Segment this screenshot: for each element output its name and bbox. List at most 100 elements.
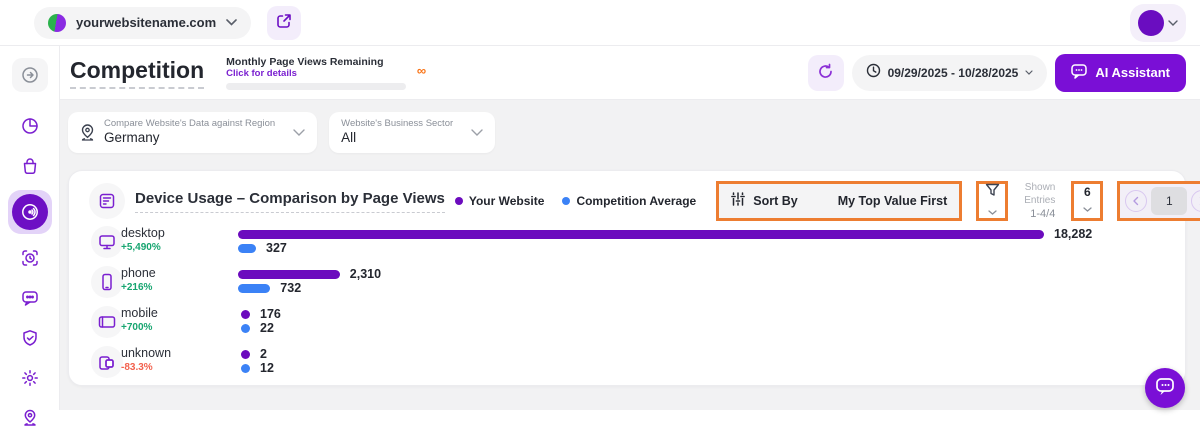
legend-item: Your Website: [454, 194, 544, 208]
sort-by-value: My Top Value First: [837, 194, 948, 208]
row-label: unknown: [121, 346, 172, 360]
annotation-page-size: 6: [1071, 181, 1104, 221]
clock-icon: [866, 63, 881, 83]
sidebar-item-radar[interactable]: [7, 190, 52, 234]
annotation-pagination: 1: [1117, 181, 1200, 221]
chart-row-phone: phone +216% 2,310 732: [69, 263, 1185, 303]
row-label: mobile: [121, 306, 158, 320]
prev-page-button[interactable]: [1125, 190, 1148, 212]
bar-line: 2,310: [238, 267, 382, 281]
region-filter-label: Compare Website's Data against Region: [104, 118, 276, 130]
bar: [238, 269, 340, 279]
bar-value: 18,282: [1054, 227, 1093, 241]
row-delta: -83.3%: [121, 362, 153, 373]
region-filter-value: Germany: [104, 130, 160, 145]
bar: [238, 283, 271, 293]
card-header: Device Usage – Comparison by Page Views …: [69, 171, 1200, 221]
quota-details-link[interactable]: Click for details: [226, 67, 297, 79]
row-label: desktop: [121, 226, 165, 240]
bar-value: 327: [266, 241, 287, 255]
date-range-picker[interactable]: 09/29/2025 - 10/28/2025: [851, 54, 1048, 91]
row-delta: +216%: [121, 282, 153, 293]
chart-row-unknown: unknown -83.3% 2 12: [69, 343, 1185, 383]
bar-line: 18,282: [238, 227, 1093, 241]
sort-by-control[interactable]: Sort By My Top Value First: [719, 184, 960, 218]
sector-filter-value: All: [341, 130, 357, 145]
sidebar-item-collapse-panel[interactable]: [11, 58, 48, 92]
page-header: Competition Monthly Page Views Remaining…: [60, 46, 1200, 100]
sidebar-item-pie-chart[interactable]: [12, 110, 48, 142]
sidebar-item-chat-bubble[interactable]: [12, 282, 48, 314]
page-size-select[interactable]: 6: [1083, 185, 1092, 217]
bar-value: 2,310: [349, 267, 382, 281]
website-selector[interactable]: yourwebsitename.com: [34, 6, 252, 39]
pagination: 1: [1120, 184, 1200, 218]
date-range-value: 09/29/2025 - 10/28/2025: [887, 65, 1019, 80]
bar-line: 176: [238, 307, 281, 321]
ai-assistant-button[interactable]: AI Assistant: [1055, 53, 1186, 92]
refresh-button[interactable]: [807, 54, 844, 91]
next-page-button[interactable]: [1191, 190, 1200, 212]
chat-icon: [1071, 63, 1088, 82]
quota-label: Monthly Page Views Remaining: [226, 55, 384, 68]
current-page: 1: [1151, 187, 1188, 215]
bar-value: 176: [260, 307, 281, 321]
filter-control[interactable]: [985, 183, 1000, 220]
sidebar-nav: [0, 46, 60, 426]
bar-value: 732: [280, 281, 302, 295]
annotation-filter: [976, 181, 1009, 221]
sidebar-item-location-pin[interactable]: [12, 402, 48, 434]
chart-row-mobile: mobile +700% 176 22: [69, 303, 1185, 343]
bar: [238, 243, 256, 253]
legend-dot: [454, 197, 463, 205]
legend-dot: [562, 197, 571, 205]
shown-entries: Shown Entries 1-4/4: [1024, 181, 1055, 221]
shopping-bag-icon: [21, 157, 39, 175]
chevron-down-icon: [293, 129, 305, 136]
row-delta: +5,490%: [121, 242, 161, 253]
user-menu[interactable]: [1130, 3, 1186, 42]
quota-widget: Monthly Page Views Remaining Click for d…: [226, 55, 426, 90]
external-link-icon: [276, 13, 292, 32]
annotation-sort-by: Sort By My Top Value First: [716, 181, 963, 221]
bar-dot: [241, 309, 250, 319]
row-delta: +700%: [121, 322, 153, 333]
sector-filter[interactable]: Website's Business Sector All: [329, 112, 496, 153]
infinity-badge: ∞: [416, 62, 427, 78]
chevron-down-icon: [1083, 199, 1092, 217]
website-favicon-icon: [48, 13, 66, 32]
shown-entries-label: Shown Entries: [1024, 181, 1056, 206]
topbar: yourwebsitename.com: [0, 0, 1200, 46]
bar-value: 2: [260, 347, 267, 361]
chevron-down-icon: [1025, 70, 1033, 75]
open-website-button[interactable]: [267, 5, 302, 40]
chart-legend: Your Website Competition Average: [454, 194, 696, 208]
report-icon: [89, 183, 125, 219]
chevron-down-icon: [471, 129, 483, 136]
bar-value: 22: [260, 321, 274, 335]
sidebar-item-settings-gear[interactable]: [12, 362, 48, 394]
location-pin-icon: [21, 409, 39, 427]
sidebar-item-shield-check[interactable]: [12, 322, 48, 354]
page-title: Competition: [70, 57, 205, 89]
collapse-panel-icon: [21, 66, 39, 84]
funnel-icon: [985, 183, 1000, 202]
sidebar-item-target-scan[interactable]: [12, 242, 48, 274]
sliders-icon: [731, 191, 746, 211]
chevron-down-icon: [226, 19, 237, 26]
shown-entries-value: 1-4/4: [1030, 207, 1056, 220]
header-actions: 09/29/2025 - 10/28/2025 AI Assistant: [807, 53, 1186, 92]
radar-icon: [11, 194, 48, 230]
bar-line: 22: [238, 321, 274, 335]
target-scan-icon: [21, 249, 39, 267]
quota-progress-bar: [226, 82, 407, 90]
avatar: [1138, 9, 1164, 36]
chevron-down-icon: [1168, 19, 1178, 26]
bar-line: 327: [238, 241, 287, 255]
bar-dot: [241, 349, 250, 359]
support-chat-button[interactable]: [1145, 368, 1185, 408]
sidebar-item-shopping-bag[interactable]: [12, 150, 48, 182]
bar-line: 12: [238, 361, 274, 375]
chart-title: Device Usage – Comparison by Page Views: [135, 190, 445, 213]
region-filter[interactable]: Compare Website's Data against Region Ge…: [68, 112, 318, 153]
